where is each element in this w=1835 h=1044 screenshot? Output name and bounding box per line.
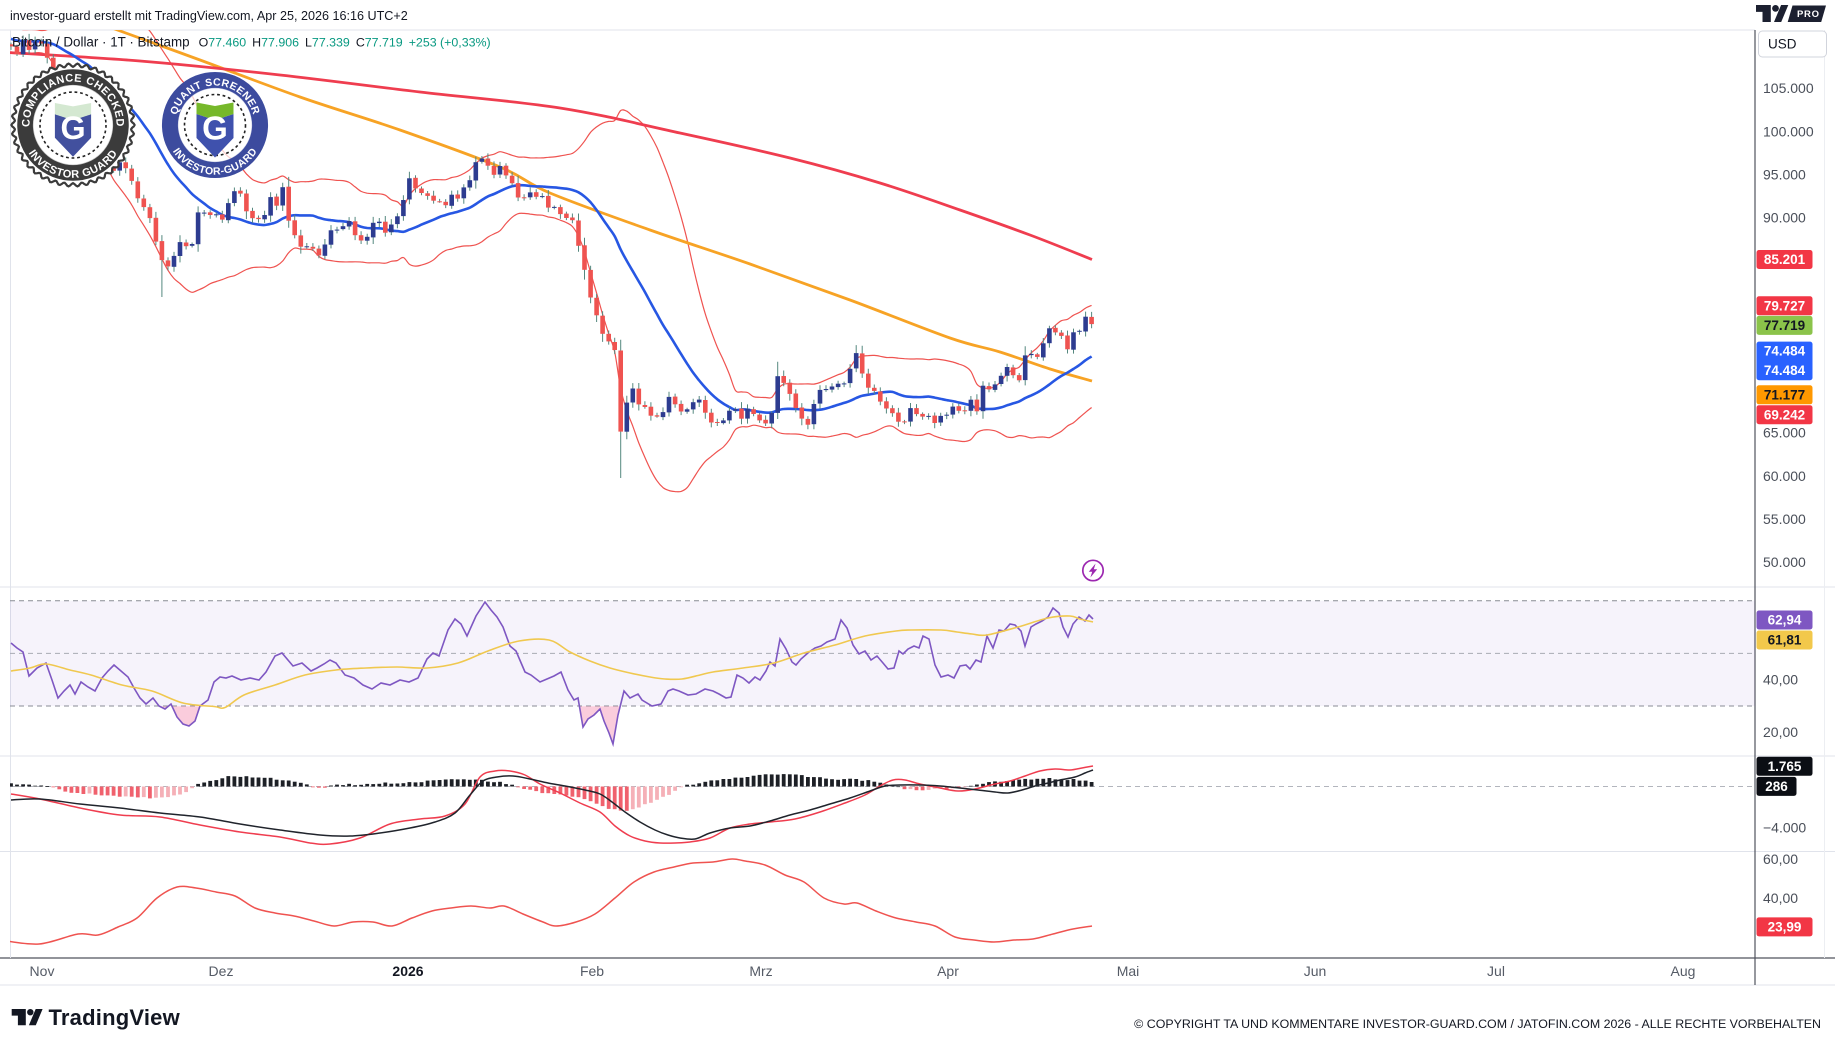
svg-text:62,94: 62,94 [1768, 613, 1802, 628]
svg-text:© COPYRIGHT TA UND KOMMENTARE: © COPYRIGHT TA UND KOMMENTARE INVESTOR-G… [1134, 1017, 1821, 1031]
svg-text:Bitcoin / Dollar · 1T · Bitsta: Bitcoin / Dollar · 1T · Bitstamp O77.460 H… [12, 35, 491, 50]
svg-text:23,99: 23,99 [1768, 920, 1802, 935]
svg-text:40,00: 40,00 [1763, 890, 1798, 906]
svg-text:77.719: 77.719 [1764, 318, 1805, 333]
svg-text:Nov: Nov [30, 963, 55, 979]
svg-text:G: G [60, 110, 85, 146]
svg-text:95.000: 95.000 [1763, 166, 1806, 182]
svg-text:71.177: 71.177 [1764, 388, 1805, 403]
svg-text:USD: USD [1768, 37, 1797, 52]
svg-text:2026: 2026 [392, 963, 423, 979]
svg-text:20,00: 20,00 [1763, 724, 1798, 740]
svg-text:40,00: 40,00 [1763, 672, 1798, 688]
svg-text:65.000: 65.000 [1763, 425, 1806, 441]
svg-text:Aug: Aug [1671, 963, 1696, 979]
svg-text:55.000: 55.000 [1763, 511, 1806, 527]
svg-text:Feb: Feb [580, 963, 604, 979]
svg-text:90.000: 90.000 [1763, 209, 1806, 225]
svg-text:61,81: 61,81 [1768, 633, 1802, 648]
svg-text:PRO: PRO [1797, 9, 1820, 20]
svg-text:50.000: 50.000 [1763, 554, 1806, 570]
svg-text:Jul: Jul [1487, 963, 1505, 979]
svg-text:Mrz: Mrz [749, 963, 772, 979]
svg-text:85.201: 85.201 [1764, 252, 1806, 267]
svg-text:100.000: 100.000 [1763, 123, 1814, 139]
svg-text:−4.000: −4.000 [1763, 819, 1806, 835]
svg-text:investor-guard erstellt mit Tr: investor-guard erstellt mit TradingView.… [10, 9, 408, 23]
svg-text:60.000: 60.000 [1763, 468, 1806, 484]
svg-text:69.242: 69.242 [1764, 407, 1805, 422]
svg-text:Apr: Apr [937, 963, 959, 979]
svg-text:60,00: 60,00 [1763, 851, 1798, 867]
svg-text:286: 286 [1765, 779, 1788, 794]
svg-text:TradingView: TradingView [49, 1005, 181, 1030]
svg-text:74.484: 74.484 [1764, 344, 1806, 359]
svg-text:1.765: 1.765 [1768, 759, 1802, 774]
svg-text:Dez: Dez [209, 963, 234, 979]
svg-text:Mai: Mai [1117, 963, 1140, 979]
svg-text:105.000: 105.000 [1763, 80, 1814, 96]
svg-text:79.727: 79.727 [1764, 299, 1805, 314]
svg-text:74.484: 74.484 [1764, 363, 1806, 378]
svg-text:Jun: Jun [1304, 963, 1327, 979]
svg-text:G: G [202, 110, 228, 147]
